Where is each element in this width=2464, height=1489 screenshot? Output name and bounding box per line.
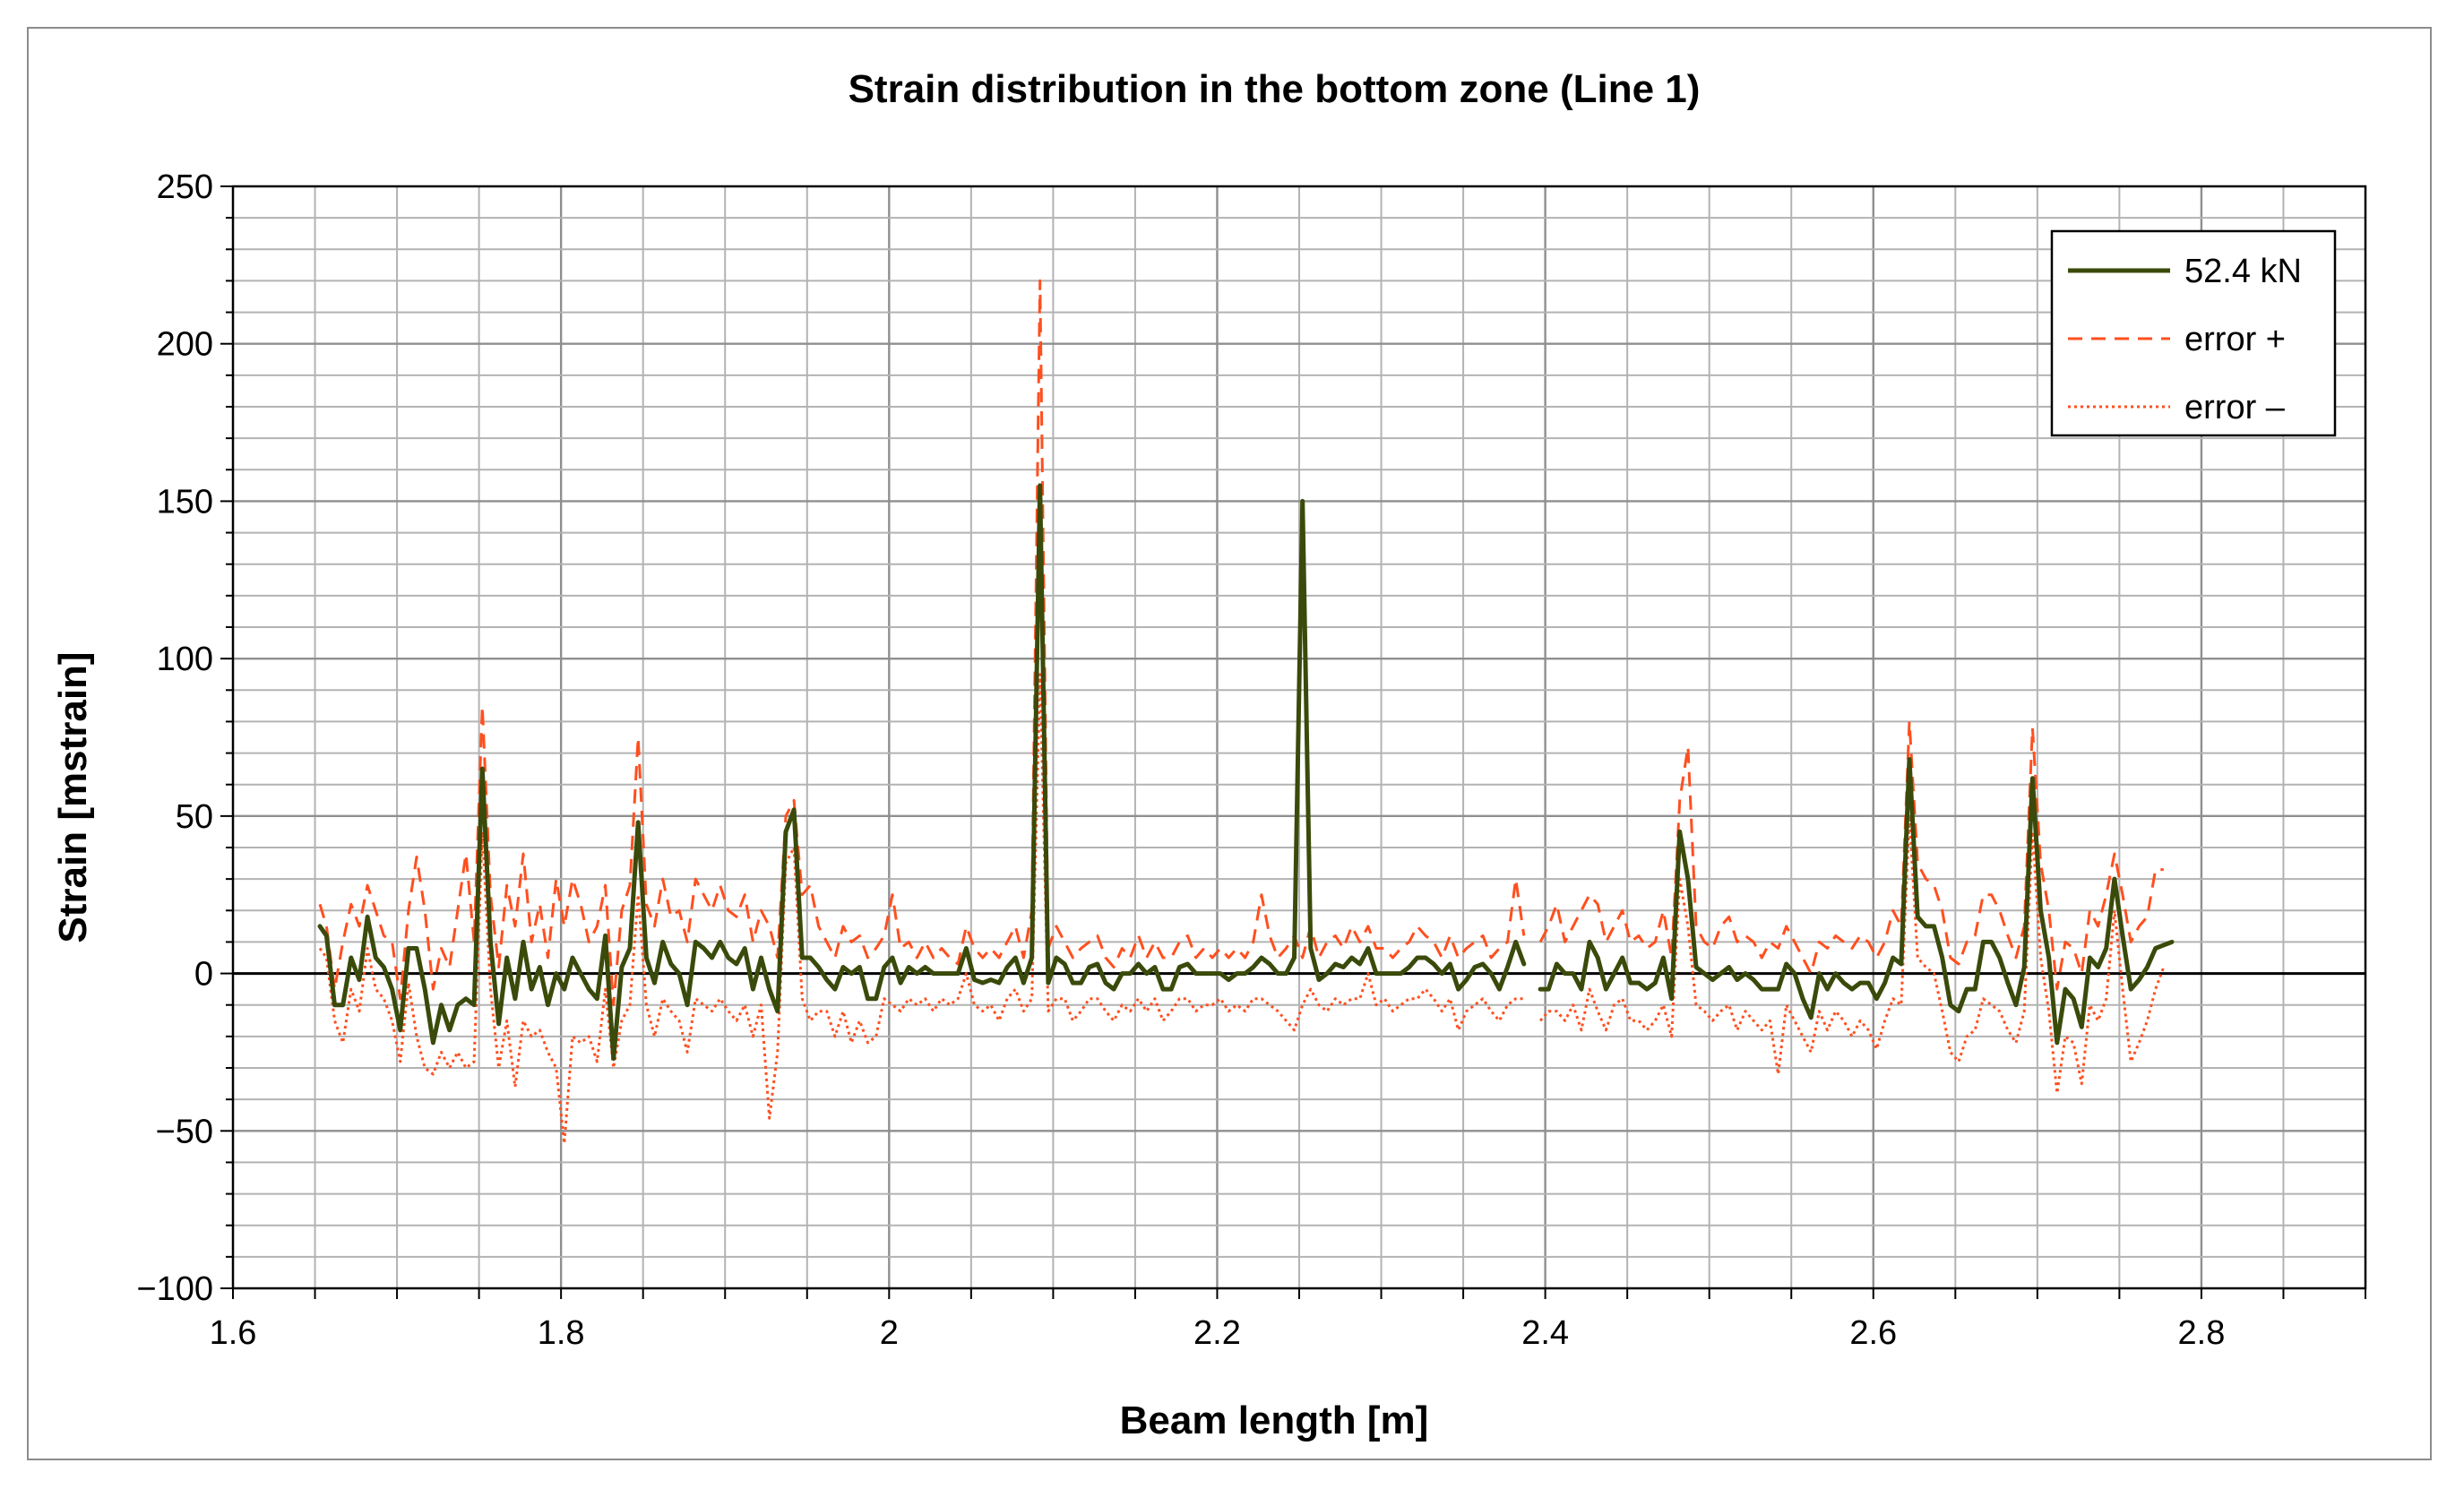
y-tick-label: 200 [157, 326, 213, 364]
series-line-dashed [1538, 719, 2164, 991]
y-tick-label: 100 [157, 641, 213, 678]
chart-title: Strain distribution in the bottom zone (… [849, 67, 1701, 111]
series-line-solid [317, 483, 1527, 1061]
legend-items: 52.4 kN error + error – [2068, 253, 2302, 426]
y-tick-label: 250 [157, 168, 213, 206]
legend-label: error + [2184, 321, 2286, 358]
series-line-dotted [1538, 814, 2166, 1095]
chart-frame: −100 −50 0 50 100 150 200 250 1.6 1.8 2 2.2 2.4 2.6 2.… [27, 27, 2432, 1460]
tick-labels: −100 −50 0 50 100 150 200 250 1.6 1.8 2 2.2 2.4 2.6 2.… [136, 168, 2225, 1352]
x-tick-label: 2.8 [2178, 1314, 2226, 1352]
y-tick-label: −100 [136, 1270, 213, 1308]
x-tick-label: 2.4 [1521, 1314, 1569, 1352]
y-axis-label: Strain [mstrain] [51, 651, 95, 942]
y-tick-label: 50 [176, 798, 213, 836]
y-tick-label: −50 [156, 1113, 213, 1150]
x-tick-label: 1.6 [210, 1314, 257, 1352]
y-tick-label: 150 [157, 483, 213, 521]
x-axis-label: Beam length [m] [1120, 1399, 1429, 1442]
x-tick-label: 2.2 [1193, 1314, 1241, 1352]
legend-label: 52.4 kN [2184, 253, 2302, 290]
legend-box [2050, 229, 2337, 437]
legend-label: error – [2184, 389, 2286, 426]
series-line-dashed [318, 279, 1526, 1007]
x-tick-label: 2.6 [1849, 1314, 1897, 1352]
chart-canvas: −100 −50 0 50 100 150 200 250 1.6 1.8 2 2.2 2.4 2.6 2.… [51, 67, 2367, 1442]
series-layer [317, 279, 2175, 1145]
legend: 52.4 kN error + error – [2050, 229, 2337, 437]
axes-layer [220, 185, 2367, 1299]
series-line-solid [1538, 757, 2175, 1046]
x-tick-label: 2 [880, 1314, 899, 1352]
y-tick-label: 0 [194, 956, 213, 994]
x-tick-label: 1.8 [538, 1314, 585, 1352]
series-line-dotted [318, 673, 1524, 1145]
